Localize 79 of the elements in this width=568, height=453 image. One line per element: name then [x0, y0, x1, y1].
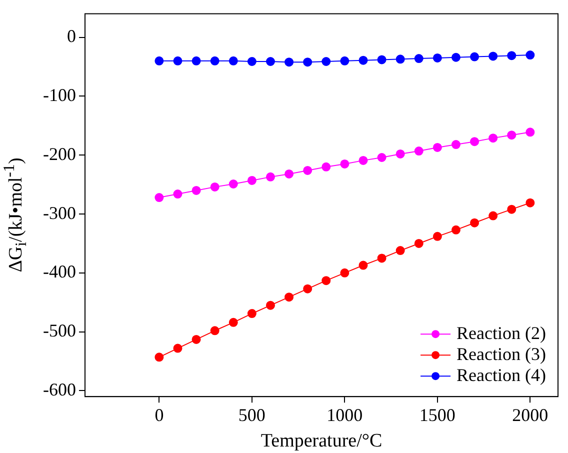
point	[451, 140, 460, 150]
point	[470, 137, 480, 146]
point	[266, 300, 275, 310]
point	[488, 211, 498, 220]
point	[228, 180, 238, 188]
point	[414, 54, 424, 64]
point	[432, 53, 442, 62]
point	[396, 149, 405, 158]
x-tick-label: 0	[154, 405, 164, 426]
point	[340, 268, 350, 278]
point	[358, 56, 368, 65]
legend-label: Reaction (3)	[456, 344, 546, 364]
point	[488, 134, 498, 143]
point	[432, 232, 442, 241]
point	[228, 318, 238, 327]
point	[228, 56, 238, 66]
point	[210, 56, 220, 66]
point	[396, 54, 405, 64]
y-tick-label: 0	[66, 26, 76, 46]
point	[210, 326, 220, 336]
y-tick-label: -300	[42, 202, 76, 223]
point	[284, 292, 294, 302]
point	[526, 128, 535, 137]
point	[266, 57, 275, 66]
point	[247, 176, 256, 185]
point	[507, 204, 516, 214]
point	[303, 58, 312, 67]
point	[247, 309, 256, 318]
point	[358, 260, 368, 270]
point	[526, 198, 535, 208]
point	[396, 246, 405, 256]
point	[414, 238, 424, 248]
point	[377, 254, 386, 263]
point	[173, 190, 182, 199]
point	[451, 52, 460, 62]
y-tick-label: -100	[42, 84, 76, 105]
point	[154, 193, 164, 202]
point	[488, 52, 498, 61]
y-tick-label: -500	[42, 320, 76, 341]
point	[303, 166, 312, 175]
point	[414, 146, 424, 156]
point	[377, 152, 386, 162]
x-axis-title: Temperature/°C	[260, 430, 382, 452]
point	[173, 56, 182, 66]
legend-label: Reaction (4)	[456, 364, 546, 385]
point	[470, 52, 480, 62]
legend-label: Reaction (2)	[456, 322, 546, 343]
point	[377, 55, 386, 64]
point	[526, 50, 535, 60]
y-tick-label: -200	[42, 144, 76, 164]
point	[192, 334, 201, 344]
point	[322, 162, 331, 172]
point	[507, 51, 516, 60]
point	[154, 352, 164, 362]
point	[432, 142, 442, 152]
point	[192, 56, 201, 66]
point	[340, 56, 350, 66]
point	[173, 344, 182, 353]
point	[507, 130, 516, 140]
point	[210, 182, 220, 192]
point	[192, 186, 201, 195]
point	[303, 284, 312, 294]
point	[322, 57, 331, 66]
point	[154, 56, 164, 66]
point	[340, 159, 350, 168]
x-tick-label: 500	[238, 405, 266, 426]
point	[358, 156, 368, 165]
point	[284, 58, 294, 67]
y-tick-label: -400	[42, 262, 76, 282]
point	[284, 169, 294, 178]
point	[266, 172, 275, 182]
x-tick-label: 2000	[512, 405, 548, 426]
x-tick-label: 1500	[419, 405, 456, 426]
point	[470, 218, 480, 228]
x-tick-label: 1000	[326, 405, 363, 426]
point	[247, 57, 256, 66]
point	[322, 276, 331, 286]
y-tick-label: -600	[42, 379, 76, 400]
point	[451, 225, 460, 234]
